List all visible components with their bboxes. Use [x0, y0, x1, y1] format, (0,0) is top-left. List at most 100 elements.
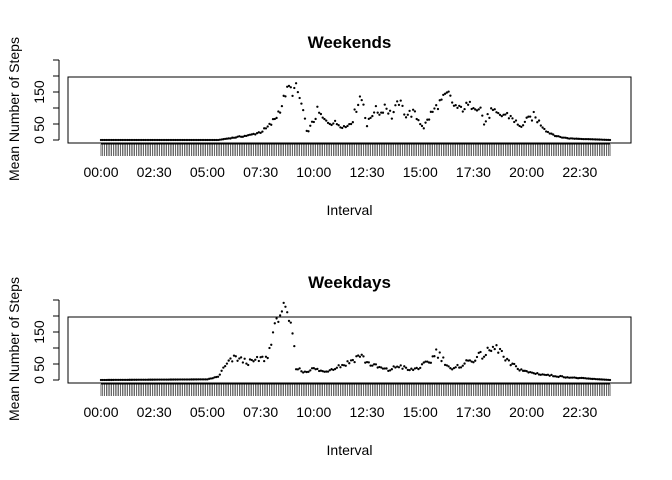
data-point: [470, 360, 473, 363]
data-point: [341, 363, 344, 367]
data-point: [335, 122, 339, 126]
data-point: [360, 98, 363, 102]
data-point: [293, 86, 296, 90]
data-point: [401, 104, 404, 108]
data-point: [369, 116, 372, 120]
data-point: [188, 138, 191, 142]
data-point: [530, 371, 534, 374]
data-point: [197, 138, 200, 142]
data-point: [216, 138, 220, 142]
data-point: [491, 108, 495, 112]
data-point: [250, 133, 253, 136]
data-point: [115, 138, 119, 142]
data-point: [431, 355, 434, 358]
data-point: [208, 377, 211, 380]
data-point: [277, 110, 280, 113]
data-point: [224, 137, 227, 141]
data-point: [362, 355, 365, 358]
data-point: [380, 111, 383, 114]
data-point: [231, 136, 234, 139]
data-point: [165, 378, 168, 381]
data-points: [99, 301, 612, 382]
data-point: [243, 134, 246, 138]
data-point: [124, 378, 127, 381]
data-point: [353, 108, 356, 111]
data-point: [151, 378, 154, 381]
data-point: [578, 137, 581, 140]
data-point: [427, 118, 431, 121]
data-point: [559, 374, 562, 378]
data-point: [486, 346, 489, 349]
data-point: [176, 138, 179, 142]
data-point: [200, 138, 204, 142]
data-point: [259, 356, 262, 359]
data-point: [442, 356, 445, 359]
data-point: [436, 107, 440, 111]
data-point: [211, 377, 214, 380]
data-point: [591, 377, 594, 381]
data-point: [608, 138, 612, 142]
data-point: [115, 378, 119, 382]
data-point: [607, 378, 610, 382]
data-point: [154, 378, 158, 381]
x-tick-marks: [100, 144, 611, 156]
data-point: [390, 368, 394, 371]
data-point: [278, 111, 282, 114]
data-point: [291, 332, 294, 335]
data-point: [270, 123, 273, 126]
data-point: [429, 361, 433, 364]
data-point: [605, 138, 608, 142]
data-point: [573, 376, 576, 379]
data-point: [275, 116, 278, 120]
data-point: [529, 115, 532, 118]
data-point: [153, 138, 156, 142]
data-point: [571, 137, 574, 140]
data-point: [280, 104, 284, 108]
data-point: [312, 120, 315, 124]
data-point: [195, 138, 198, 142]
x-tick-label: 22:30: [562, 164, 597, 180]
data-point: [106, 138, 110, 142]
data-point: [403, 113, 406, 116]
data-point: [298, 96, 301, 100]
data-point: [534, 116, 537, 119]
data-point: [394, 104, 397, 107]
data-point: [505, 111, 509, 115]
data-point: [337, 124, 340, 127]
data-point: [500, 115, 503, 118]
data-point: [385, 367, 388, 370]
data-point: [585, 137, 589, 141]
data-point: [502, 355, 505, 358]
data-point: [451, 101, 454, 104]
data-point: [158, 138, 161, 142]
data-point: [339, 366, 342, 369]
panel-weekends: Weekends Interval Mean Number of Steps 0 50 1…: [6, 33, 632, 218]
data-point: [523, 120, 527, 124]
data-point: [305, 370, 308, 374]
data-point: [316, 105, 319, 108]
data-point: [346, 124, 349, 128]
data-point: [442, 93, 445, 97]
data-point: [571, 376, 574, 379]
data-point: [137, 378, 140, 381]
data-point: [562, 376, 566, 379]
data-point: [271, 331, 275, 334]
data-point: [302, 108, 305, 112]
data-point: [447, 90, 450, 93]
data-point: [420, 124, 424, 128]
data-point: [307, 130, 310, 133]
data-point: [238, 357, 241, 360]
data-point: [300, 370, 303, 373]
data-point: [323, 117, 326, 121]
data-point: [598, 378, 601, 381]
data-point: [417, 119, 420, 122]
data-point: [553, 134, 557, 138]
data-point: [293, 344, 296, 348]
data-point: [181, 138, 184, 142]
data-point: [497, 111, 500, 115]
data-point: [200, 378, 204, 381]
data-point: [564, 136, 567, 139]
data-point: [300, 102, 303, 105]
x-tick-label: 05:00: [190, 404, 225, 420]
